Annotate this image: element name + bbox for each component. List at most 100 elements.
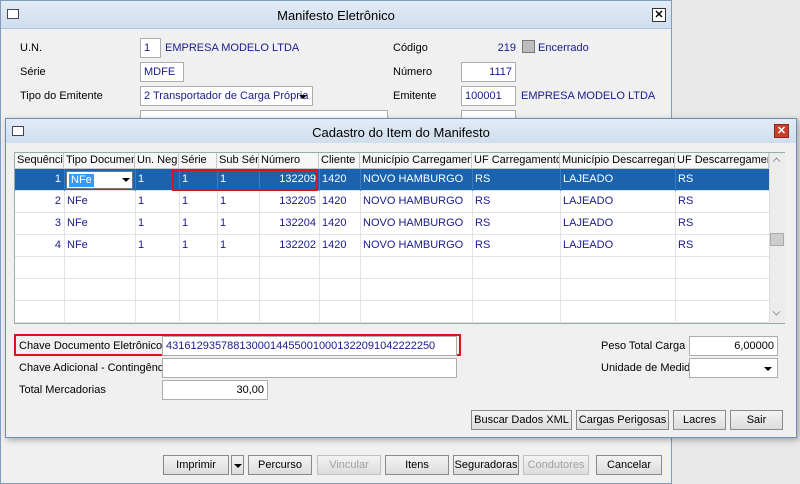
grid-line [64,301,65,323]
close-button[interactable]: ✕ [774,124,789,138]
grid-line [560,191,561,213]
label: Número [393,66,433,78]
label: Emitente [393,90,437,102]
grid-cell: 1 [54,173,61,185]
grid-line [675,301,676,323]
grid-line [64,213,65,235]
grid-line [179,301,180,323]
grid-line [472,301,473,323]
grid-line [259,235,260,257]
select[interactable]: NFe [66,171,133,189]
input[interactable]: 1 [140,38,161,58]
label: Chave Adicional - Contingência FS [19,362,189,374]
grid-line [259,257,260,279]
grid-cell: LAJEADO [563,217,614,229]
grid-cell: NFe [67,239,88,251]
grid-cell: 1 [138,195,145,207]
grid-line [360,213,361,235]
grid-line [560,257,561,279]
input[interactable]: 100001 [461,86,516,106]
grid-line [64,169,65,191]
input[interactable]: MDFE [140,62,184,82]
grid-line [560,169,561,191]
grid-cell: 1 [138,173,145,185]
grid-line [135,279,136,301]
input[interactable]: 1117 [461,62,516,82]
input[interactable] [162,358,457,378]
grid-line [675,213,676,235]
grid-line [179,213,180,235]
grid-row [15,213,769,235]
grid-line [675,169,676,191]
grid-cell: NFe [67,217,88,229]
grid-cell: NOVO HAMBURGO [363,195,464,207]
grid-line [217,213,218,235]
grid-line [472,279,473,301]
grid-cell: RS [678,195,694,207]
button[interactable]: Lacres [673,410,726,430]
text: EMPRESA MODELO LTDA [165,42,300,54]
grid-cell: 4 [54,239,61,251]
grid-cell: 1 [220,217,227,229]
grid-line [64,279,65,301]
checkbox[interactable] [522,40,535,53]
grid-line [259,191,260,213]
grid-line [360,191,361,213]
button[interactable]: Sair [730,410,783,430]
grid-line [135,213,136,235]
button[interactable]: Seguradoras [453,455,519,475]
grid-cell: 1 [138,217,145,229]
input[interactable]: 30,00 [162,380,268,400]
button[interactable]: Imprimir [163,455,229,475]
button[interactable]: Cancelar [596,455,662,475]
grid-cell: 1 [182,173,189,185]
grid-cell: LAJEADO [563,239,614,251]
button[interactable]: Percurso [248,455,312,475]
close-button[interactable]: ✕ [652,8,666,22]
select[interactable] [689,358,778,378]
button[interactable]: Condutores [523,455,589,475]
label: Total Mercadorias [19,384,106,396]
label: U.N. [20,42,42,54]
grid-row [15,235,769,257]
column-header: Município Carregamento [360,153,472,169]
grid-cell: NFe [67,195,88,207]
grid-line [135,169,136,191]
select[interactable]: 2 Transportador de Carga Própria [140,86,313,106]
button[interactable]: Itens [385,455,449,475]
button[interactable]: Cargas Perigosas [576,410,669,430]
grid-line [64,191,65,213]
label: Tipo do Emitente [20,90,103,102]
grid-line [472,191,473,213]
grid-line [319,257,320,279]
grid-line [560,301,561,323]
window-title: Manifesto Eletrônico [277,8,395,23]
column-header: Município Descarregamento [560,153,675,169]
input[interactable]: 6,00000 [689,336,778,356]
grid-cell: 1 [220,173,227,185]
grid-line [675,279,676,301]
column-header: Cliente [319,153,360,169]
text: 219 [497,42,516,54]
grid-line [179,191,180,213]
label: Série [20,66,46,78]
grid-line [179,169,180,191]
dropdown-button[interactable] [231,455,244,475]
grid-line [360,169,361,191]
grid-line [360,301,361,323]
grid-line [259,301,260,323]
label: Peso Total Carga [601,340,686,352]
dropdown-arrow [764,367,772,371]
grid-line [217,279,218,301]
grid-line [319,235,320,257]
grid-line [675,257,676,279]
grid-line [560,235,561,257]
button[interactable]: Vincular [317,455,381,475]
input[interactable]: 4316129357881300014455001000132209104222… [162,336,457,356]
grid-cell: NOVO HAMBURGO [363,217,464,229]
button[interactable]: Buscar Dados XML [471,410,572,430]
grid-row [15,301,769,323]
grid-line [217,169,218,191]
label: Chave Documento Eletrônico [19,340,163,352]
